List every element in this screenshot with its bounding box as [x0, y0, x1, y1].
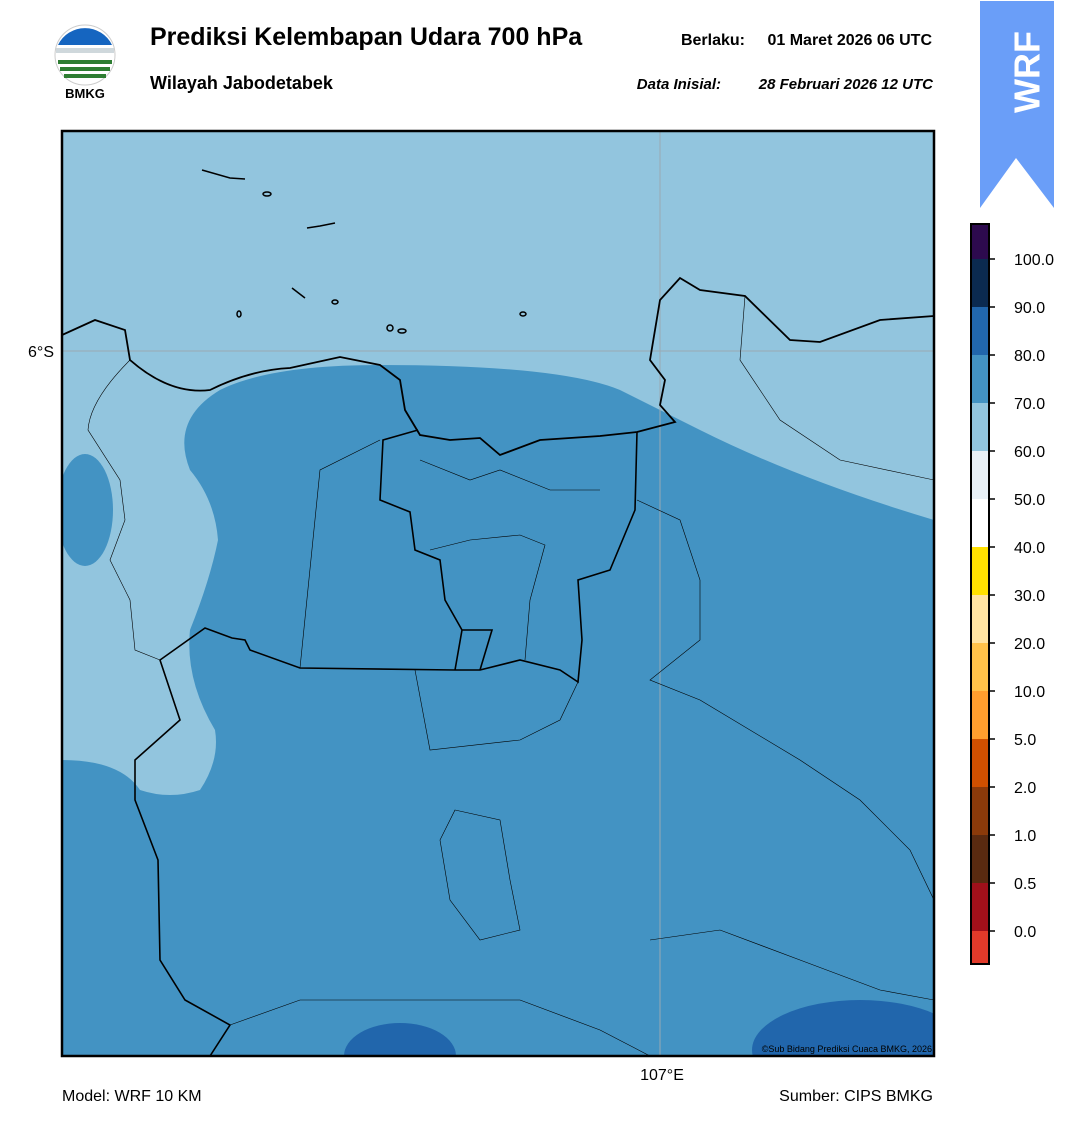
- colorbar-segment: [971, 499, 989, 547]
- logo-text: BMKG: [65, 86, 105, 101]
- colorbar-segment: [971, 307, 989, 355]
- valid-label: Berlaku:: [681, 32, 745, 49]
- colorbar-label: 40.0: [1014, 540, 1045, 557]
- colorbar-label: 1.0: [1014, 828, 1036, 845]
- colorbar-segment: [971, 403, 989, 451]
- colorbar-segment: [971, 595, 989, 643]
- colorbar-label: 80.0: [1014, 348, 1045, 365]
- colorbar-label: 30.0: [1014, 588, 1045, 605]
- colorbar-label: 5.0: [1014, 732, 1036, 749]
- map: ©Sub Bidang Prediksi Cuaca BMKG, 2026: [62, 131, 934, 1056]
- colorbar-segment: [971, 691, 989, 739]
- colorbar-segment: [971, 739, 989, 787]
- colorbar-segment: [971, 787, 989, 835]
- colorbar-label: 10.0: [1014, 684, 1045, 701]
- logo: BMKG: [54, 24, 116, 101]
- colorbar-segment: [971, 547, 989, 595]
- colorbar-label: 0.0: [1014, 924, 1036, 941]
- init-value: 28 Februari 2026 12 UTC: [758, 76, 934, 93]
- title: Prediksi Kelembapan Udara 700 hPa: [150, 23, 583, 51]
- subtitle: Wilayah Jabodetabek: [150, 73, 334, 93]
- credit: ©Sub Bidang Prediksi Cuaca BMKG, 2026: [762, 1044, 932, 1054]
- init-label: Data Inisial:: [637, 76, 721, 93]
- footer-model: Model: WRF 10 KM: [62, 1088, 202, 1105]
- colorbar-label: 90.0: [1014, 300, 1045, 317]
- colorbar-segment: [971, 931, 989, 964]
- colorbar-frame: [970, 223, 990, 965]
- lat-label: 6°S: [28, 344, 54, 361]
- badge-text: WRF: [1007, 31, 1048, 113]
- colorbar-segment: [971, 451, 989, 499]
- colorbar-segment: [971, 835, 989, 883]
- colorbar: 100.0 90.0 80.0 70.0 60.0 50.0 40.0 30.0 20.0 10.…: [970, 223, 1054, 965]
- badge: [980, 1, 1054, 208]
- colorbar-segment: [971, 259, 989, 307]
- colorbar-label: 2.0: [1014, 780, 1036, 797]
- colorbar-segment: [971, 355, 989, 403]
- colorbar-label: 50.0: [1014, 492, 1045, 509]
- colorbar-label: 60.0: [1014, 444, 1045, 461]
- colorbar-segment: [971, 883, 989, 931]
- colorbar-segment: [971, 224, 989, 259]
- map-frame: [60, 129, 936, 1058]
- lon-label: 107°E: [640, 1067, 684, 1084]
- colorbar-label: 100.0: [1014, 252, 1054, 269]
- valid-value: 01 Maret 2026 06 UTC: [767, 32, 932, 49]
- colorbar-label: 0.5: [1014, 876, 1036, 893]
- colorbar-label: 70.0: [1014, 396, 1045, 413]
- footer-source: Sumber: CIPS BMKG: [779, 1088, 933, 1105]
- colorbar-label: 20.0: [1014, 636, 1045, 653]
- colorbar-segment: [971, 643, 989, 691]
